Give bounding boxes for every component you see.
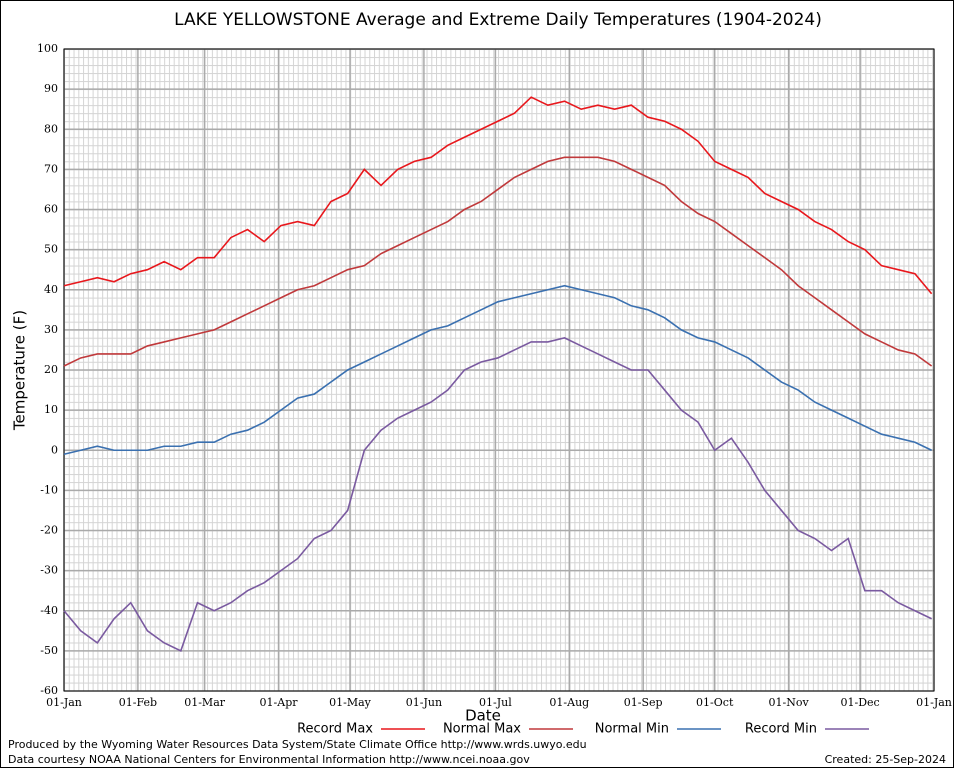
x-tick-label: 01-Jan bbox=[46, 696, 82, 709]
legend-label: Record Min bbox=[745, 722, 817, 737]
footer-date: Created: 25-Sep-2024 bbox=[825, 753, 946, 766]
legend-label: Record Max bbox=[297, 722, 373, 737]
x-tick-label: 01-Aug bbox=[549, 696, 589, 709]
x-tick-label: 01-Apr bbox=[260, 696, 299, 709]
y-tick-label: 80 bbox=[44, 122, 58, 135]
x-tick-label: 01-Jan bbox=[916, 696, 952, 709]
x-tick-label: 01-Jun bbox=[406, 696, 442, 709]
x-tick-label: 01-Mar bbox=[184, 696, 226, 709]
series-line bbox=[63, 337, 932, 652]
y-tick-label: 100 bbox=[37, 42, 58, 55]
x-axis-label: Date bbox=[465, 707, 501, 725]
y-tick-label: -30 bbox=[40, 564, 58, 577]
footer-text: Produced by the Wyoming Water Resources … bbox=[8, 738, 587, 751]
series-line bbox=[63, 96, 933, 295]
x-tick-label: 01-Jul bbox=[479, 696, 512, 709]
x-tick-label: 01-Oct bbox=[696, 696, 734, 709]
y-tick-label: 90 bbox=[44, 82, 58, 95]
y-tick-label: 0 bbox=[51, 443, 58, 456]
y-tick-label: 10 bbox=[44, 403, 58, 416]
x-tick-label: 01-Nov bbox=[769, 696, 810, 709]
y-axis-label: Temperature (F) bbox=[11, 310, 29, 431]
x-tick-label: 01-Feb bbox=[119, 696, 157, 709]
y-tick-label: -10 bbox=[40, 483, 58, 496]
y-tick-label: 20 bbox=[44, 363, 58, 376]
y-tick-label: 30 bbox=[44, 323, 58, 336]
x-tick-label: 01-Sep bbox=[624, 696, 663, 709]
y-tick-label: 40 bbox=[44, 283, 58, 296]
y-tick-label: 70 bbox=[44, 162, 58, 175]
y-tick-label: -60 bbox=[40, 684, 58, 697]
x-tick-label: 01-May bbox=[329, 696, 372, 709]
y-tick-label: 50 bbox=[44, 243, 58, 256]
y-tick-label: -20 bbox=[40, 524, 58, 537]
y-tick-label: -40 bbox=[40, 604, 58, 617]
legend-label: Normal Max bbox=[443, 722, 521, 737]
series-line bbox=[63, 284, 932, 456]
plot-border bbox=[63, 48, 935, 692]
x-tick-label: 01-Dec bbox=[841, 696, 880, 709]
y-tick-label: -50 bbox=[40, 644, 58, 657]
y-tick-label: 60 bbox=[44, 203, 58, 216]
series-line bbox=[63, 156, 933, 367]
chart-title: LAKE YELLOWSTONE Average and Extreme Dai… bbox=[174, 10, 822, 30]
footer-text: Data courtesy NOAA National Centers for … bbox=[8, 753, 530, 766]
legend-label: Normal Min bbox=[595, 722, 669, 737]
